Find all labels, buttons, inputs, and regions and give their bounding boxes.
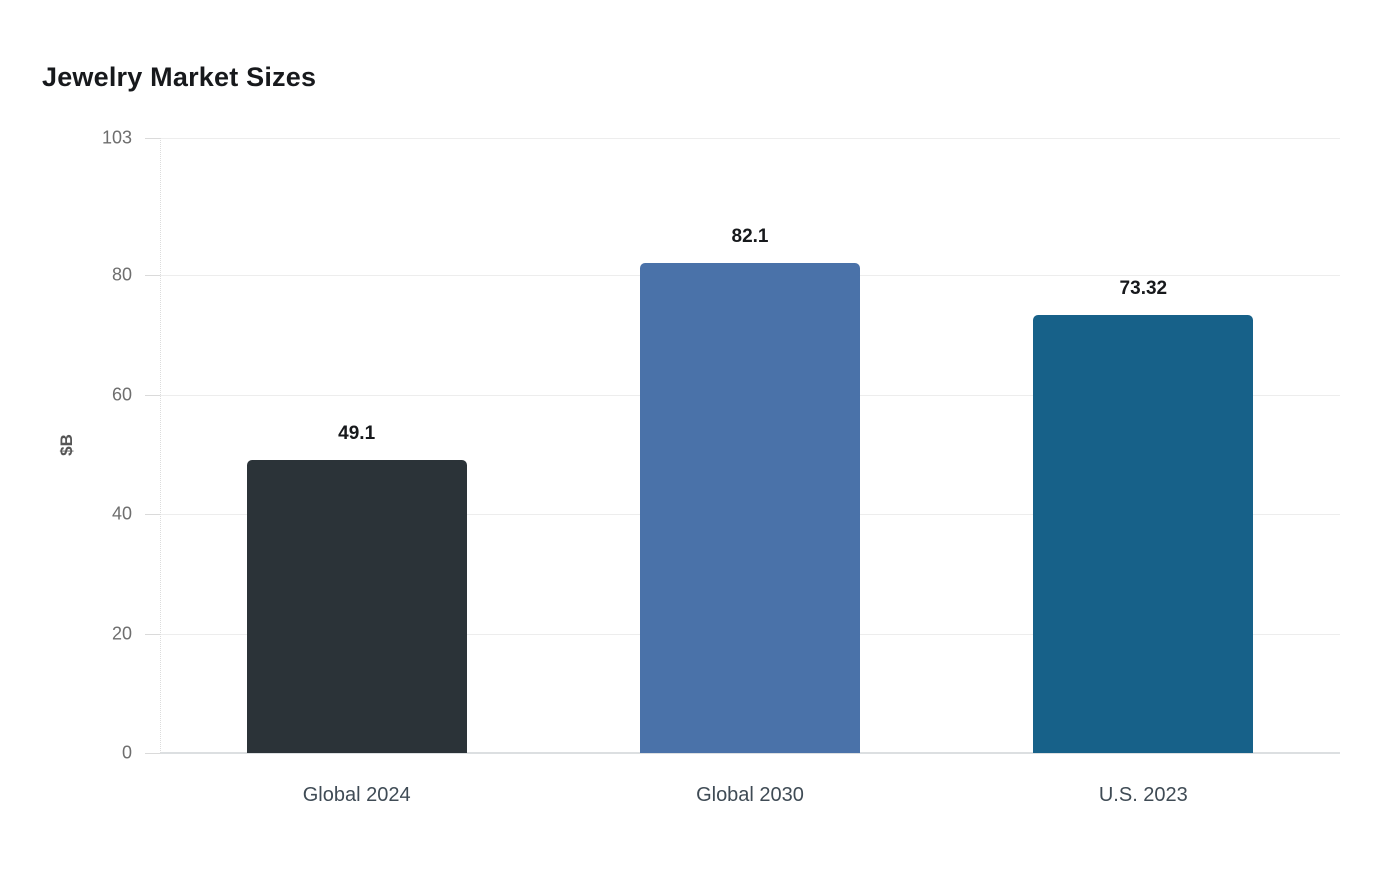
y-tick-label-60: 60 [111,384,132,405]
y-tick-label-103: 103 [101,127,132,148]
y-tick-mark-40 [145,514,160,516]
y-tick-label-0: 0 [121,742,132,763]
y-tick-label-40: 40 [111,503,132,524]
x-category-label: Global 2030 [696,784,804,806]
bar-u-s-2023 [1033,315,1254,753]
gridline-y-103 [160,138,1340,139]
gridline-y-0 [160,752,1340,754]
y-tick-label-80: 80 [111,264,132,285]
y-tick-mark-20 [145,633,160,635]
bar-value-label: 49.1 [338,422,376,444]
x-category-label: U.S. 2023 [1098,784,1188,806]
y-tick-mark-60 [145,394,160,396]
bar-global-2024 [246,459,467,753]
y-tick-mark-80 [145,275,160,277]
bar-value-label: 82.1 [731,225,769,247]
x-category-label: Global 2024 [302,784,411,806]
y-axis-title: $B [57,434,76,456]
y-axis-line [160,138,161,753]
y-tick-label-20: 20 [111,623,132,644]
y-tick-mark-0 [145,753,160,754]
chart-title: Jewelry Market Sizes [42,62,317,92]
bar-value-label: 73.32 [1119,278,1168,300]
bar-global-2030 [640,262,860,753]
y-tick-mark-103 [145,138,160,139]
